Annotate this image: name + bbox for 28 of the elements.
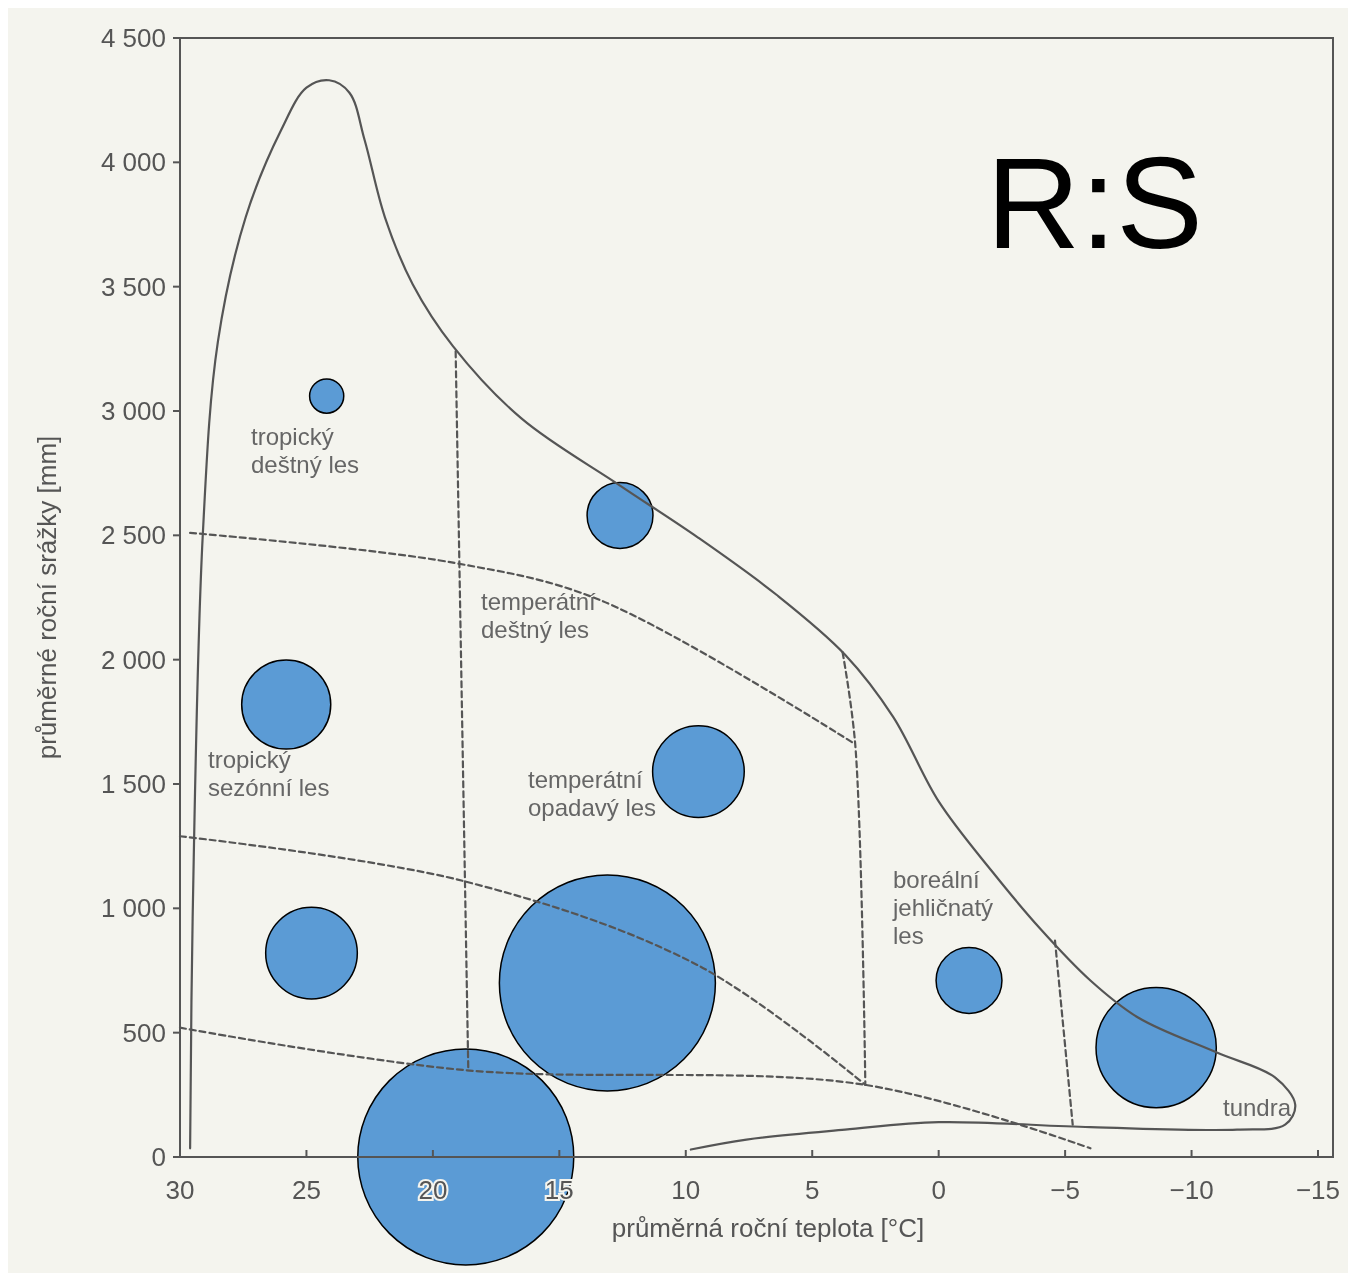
annotation: boreální jehličnatý les (892, 866, 994, 949)
y-tick-label: 0 (151, 1142, 166, 1173)
x-tick-label: −10 (1169, 1175, 1214, 1205)
y-tick-label: 4 000 (100, 147, 166, 178)
y-tick-label: 1 500 (100, 769, 166, 800)
y-tick-label: 4 500 (100, 23, 166, 54)
x-axis-title: průměrná roční teplota [°C] (611, 1213, 925, 1243)
y-tick-label: 3 500 (100, 271, 166, 302)
y-tick-label: 1 000 (100, 893, 166, 924)
y-axis-title: průměrné roční srážky [mm] (32, 435, 62, 760)
y-tick-label: 2 000 (100, 644, 166, 675)
y-tick-label: 2 500 (100, 520, 166, 551)
text: R:S (986, 130, 1203, 276)
x-tick-label: −5 (1050, 1175, 1080, 1205)
x-tick-label: 5 (804, 1175, 820, 1205)
annotation: tropický sezónní les (208, 746, 330, 801)
x-tick-label: 0 (931, 1175, 946, 1205)
y-tick-label: 500 (122, 1017, 166, 1048)
annotation: tropický deštný les (251, 423, 360, 478)
x-tick-label: 30 (165, 1175, 195, 1205)
x-tick-label: 10 (671, 1175, 701, 1205)
annotation: temperátní deštný les (481, 588, 597, 643)
x-tick-label: 25 (291, 1175, 321, 1205)
x-tick-label: −15 (1295, 1175, 1341, 1205)
annotation: tundra (1223, 1094, 1292, 1121)
annotation: temperátní opadavý les (528, 766, 657, 821)
y-tick-label: 3 000 (100, 396, 166, 427)
x-tick-label: 20 (418, 1175, 448, 1205)
